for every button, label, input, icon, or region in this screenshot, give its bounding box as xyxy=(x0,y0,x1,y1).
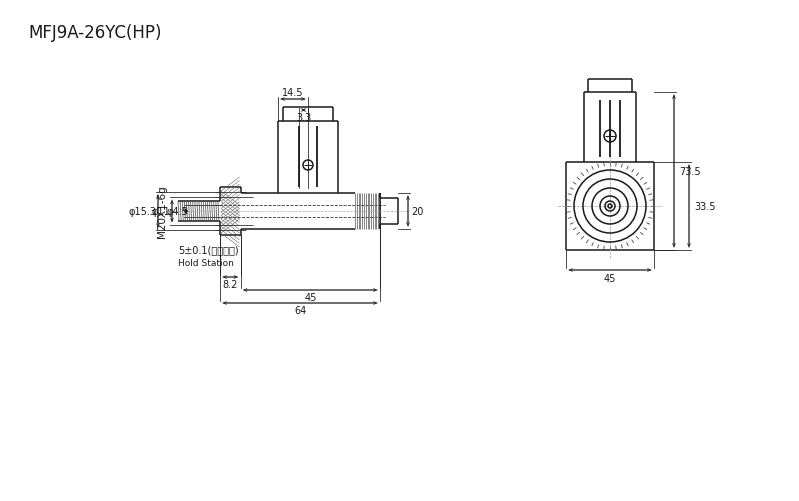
Text: M20X1-6g: M20X1-6g xyxy=(157,185,167,238)
Text: Hold Station: Hold Station xyxy=(178,258,234,267)
Text: 45: 45 xyxy=(604,274,616,284)
Text: 3.3: 3.3 xyxy=(296,113,311,123)
Text: 14.5: 14.5 xyxy=(282,88,304,98)
Text: MFJ9A-26YC(HP): MFJ9A-26YC(HP) xyxy=(28,24,161,42)
Text: 8.2: 8.2 xyxy=(223,280,238,290)
Text: 64: 64 xyxy=(294,306,306,315)
Text: φ11: φ11 xyxy=(152,206,170,216)
Text: 73.5: 73.5 xyxy=(679,167,701,177)
Text: φ15.3: φ15.3 xyxy=(128,206,156,216)
Text: 20: 20 xyxy=(411,206,423,216)
Text: 33.5: 33.5 xyxy=(694,201,716,211)
Text: φ4.5: φ4.5 xyxy=(166,206,188,216)
Text: 45: 45 xyxy=(304,293,316,303)
Text: 5±0.1(吸合位置): 5±0.1(吸合位置) xyxy=(177,244,238,255)
